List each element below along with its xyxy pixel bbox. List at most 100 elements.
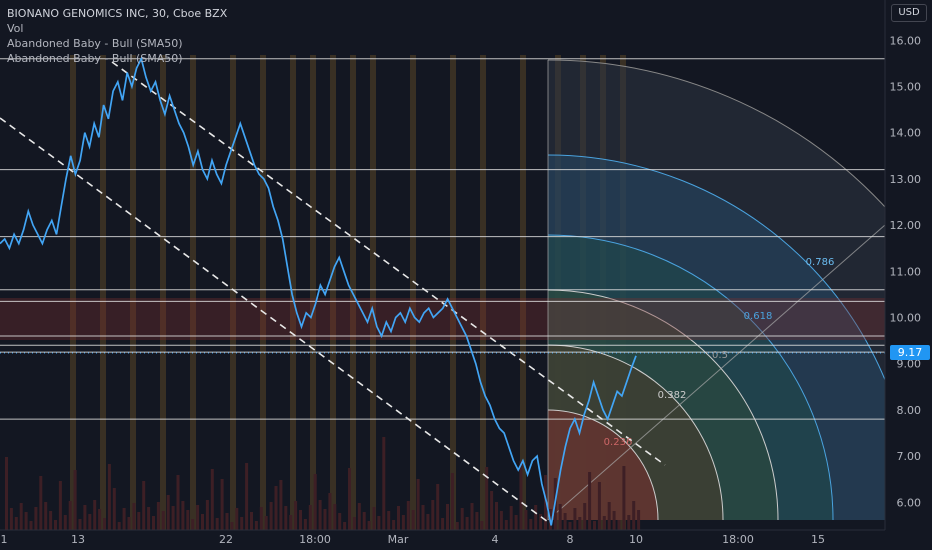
volume-bar [49,511,53,530]
volume-bar [578,517,582,530]
fib-level-label: 0.382 [658,390,687,401]
volume-bar [274,486,278,530]
resistance-zone [0,298,885,340]
volume-bar [166,495,170,530]
volume-bar [514,515,518,530]
volume-bar [78,519,82,530]
volume-bar [117,522,121,530]
trend-lines [0,61,666,523]
volume-bar [14,517,18,530]
fib-arc [547,59,932,268]
volume-bar [250,512,253,530]
horizontal-lines [0,58,885,420]
volume-bar [529,519,533,530]
indicator-abandoned-baby-1[interactable]: Abandoned Baby - Bull (SMA50) [7,37,183,50]
volume-bar [44,502,48,530]
y-tick-label: 14.00 [890,127,922,140]
currency-button[interactable]: USD [891,4,927,22]
volume-bar [19,503,23,530]
volume-bar [602,516,606,530]
volume-bar [152,516,155,530]
abandoned-baby-column [410,55,416,530]
volume-bar [490,491,494,530]
volume-bar [588,472,592,530]
volume-bar [352,517,356,530]
volume-bar [401,515,405,530]
fib-arc [547,289,779,521]
volume-bar [406,501,410,530]
volume-bar [504,520,508,530]
x-tick-label: 4 [492,533,499,546]
volume-bar [264,516,268,530]
fib-level-label: 0.618 [744,311,773,322]
volume-bar [382,437,386,530]
volume-bar [93,500,97,530]
x-tick-label: 22 [219,533,233,546]
volume-bar [558,504,562,530]
volume-bar [68,501,72,530]
volume-bar [338,513,342,530]
fib-arc [547,409,659,521]
volume-bar [112,488,116,530]
volume-bar [450,473,454,530]
volume-bar [637,510,641,530]
volume-bar [318,500,322,530]
y-tick-label: 7.00 [897,450,922,463]
volume-bar [441,518,445,530]
volume-bar [485,467,489,530]
abandoned-baby-column [330,55,336,530]
volume-bar [397,506,400,530]
y-tick-label: 16.00 [890,34,922,47]
abandoned-baby-column [230,55,236,530]
volume-bar [176,475,180,530]
volume-bar [299,510,302,530]
volume-bar [54,520,57,530]
volume-bar [235,508,239,530]
volume-bar [597,482,601,530]
volume-bar [411,510,415,530]
volume-bar [254,521,258,530]
volume-bar [328,493,332,530]
volume-bar [343,522,347,530]
volume-bar [161,511,165,530]
volume-bar [308,505,312,530]
fib-arc [547,344,724,521]
volume-bar [284,506,288,530]
x-tick-label: 15 [811,533,825,546]
volume-bar [98,509,102,530]
volume-bar [122,508,126,530]
indicator-abandoned-baby-2[interactable]: Abandoned Baby - Bull (SMA50) [7,52,183,65]
volume-bar [156,502,160,530]
indicator-vol[interactable]: Vol [7,22,24,35]
x-tick-label: 1 [1,533,8,546]
volume-bar [191,519,195,530]
abandoned-baby-column [290,55,296,530]
time-axis-panel [0,530,932,550]
volume-bar [333,504,337,530]
volume-bar [632,501,636,530]
last-price-tag: 9.17 [890,345,930,360]
x-tick-label: 13 [71,533,85,546]
volume-bar [499,511,503,530]
volume-bar [421,505,425,530]
lower-trend-line [0,117,549,523]
volume-bar [230,522,234,530]
volume-bar [259,507,263,530]
volume-bar [225,513,229,530]
volume-bar [303,519,307,530]
volume-bar [58,481,62,530]
volume-bar [465,517,469,530]
volume-bar [196,505,200,530]
volume-bar [181,501,185,530]
abandoned-baby-column [130,55,136,530]
volume-bar [573,508,577,530]
volume-bar [622,466,626,530]
volume-bar [323,509,327,530]
volume-bar [627,515,631,530]
abandoned-baby-column [520,55,526,530]
fib-level-label: 0.786 [806,257,835,268]
volume-bar [387,511,391,530]
volume-bar [470,503,474,530]
x-tick-label: Mar [388,533,409,546]
